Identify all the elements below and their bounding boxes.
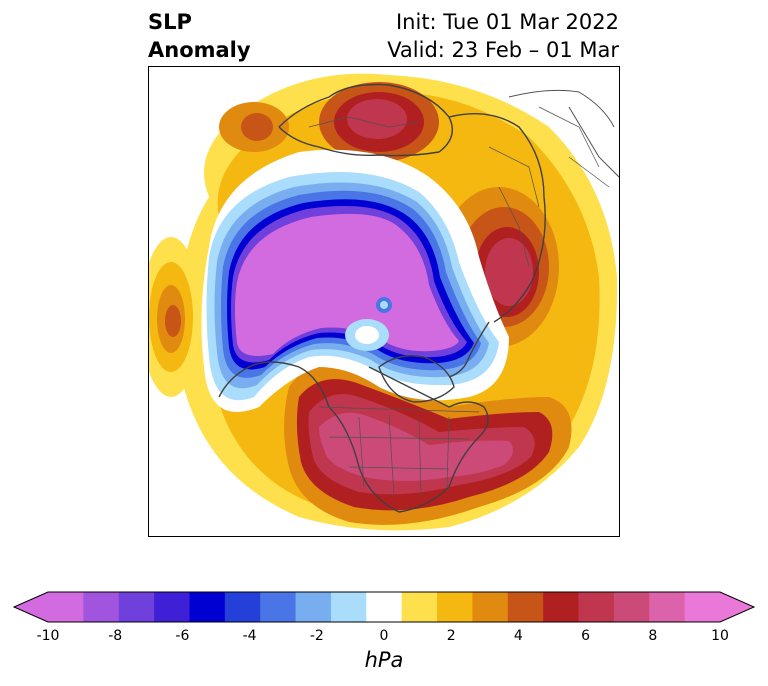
colorbar-tick-label: -8 xyxy=(108,628,123,644)
colorbar-segment xyxy=(578,592,615,622)
colorbar-segment xyxy=(224,592,261,622)
map-title-variable: SLP Anomaly xyxy=(148,8,251,64)
colorbar-segments xyxy=(48,592,721,622)
colorbar-segment xyxy=(401,592,438,622)
map-title-dates: Init: Tue 01 Mar 2022 Valid: 23 Feb – 01… xyxy=(387,8,619,64)
russia-positive-core xyxy=(347,99,407,139)
europe-positive-core xyxy=(241,113,273,141)
colorbar-segment xyxy=(260,592,297,622)
colorbar-tick-label: 8 xyxy=(648,628,658,644)
pacific-positive-core xyxy=(319,412,513,481)
colorbar-tick-label: 2 xyxy=(446,628,456,644)
colorbar-over-arrow xyxy=(720,592,754,622)
colorbar-segment xyxy=(295,592,332,622)
pole-feature-core xyxy=(380,301,388,309)
colorbar xyxy=(12,591,756,623)
colorbar-outline xyxy=(12,591,756,623)
colorbar-segment xyxy=(48,592,84,622)
colorbar-segment xyxy=(83,592,120,622)
pole-white-patch xyxy=(355,326,379,344)
colorbar-unit: hPa xyxy=(364,648,404,672)
colorbar-segment xyxy=(472,592,509,622)
siberia-positive-core xyxy=(485,238,533,306)
colorbar-segment xyxy=(543,592,580,622)
valid-range: Valid: 23 Feb – 01 Mar xyxy=(387,38,619,62)
colorbar-segment xyxy=(154,592,190,622)
slp-anomaly-map xyxy=(149,73,619,531)
colorbar-tick-label: 6 xyxy=(581,628,591,644)
colorbar-tick-label: 10 xyxy=(711,628,729,644)
negative-anomaly-field xyxy=(206,172,499,401)
colorbar-tick-label: -4 xyxy=(242,628,257,644)
colorbar-segment xyxy=(118,592,155,622)
colorbar-tick-label: -10 xyxy=(36,628,60,644)
top-right-land xyxy=(508,89,619,178)
colorbar-segment xyxy=(189,592,226,622)
colorbar-segment xyxy=(613,592,650,622)
title-line-1: SLP xyxy=(148,10,192,34)
title-line-2: Anomaly xyxy=(148,38,251,62)
colorbar-tick-label: 0 xyxy=(379,628,389,644)
colorbar-tick-label: -2 xyxy=(309,628,324,644)
colorbar-tick-label: 4 xyxy=(513,628,523,644)
colorbar-segment xyxy=(330,592,367,622)
colorbar-segment xyxy=(366,592,403,622)
init-date: Init: Tue 01 Mar 2022 xyxy=(395,10,619,34)
colorbar-segment xyxy=(684,592,721,622)
country-borders xyxy=(308,106,610,498)
coastlines xyxy=(218,83,546,513)
colorbar-segment xyxy=(507,592,544,622)
map-panel xyxy=(148,66,620,537)
colorbar-segment xyxy=(437,592,473,622)
colorbar-segment xyxy=(649,592,686,622)
west-positive-core xyxy=(165,305,181,337)
colorbar-under-arrow xyxy=(14,592,48,622)
colorbar-tick-label: -6 xyxy=(175,628,190,644)
